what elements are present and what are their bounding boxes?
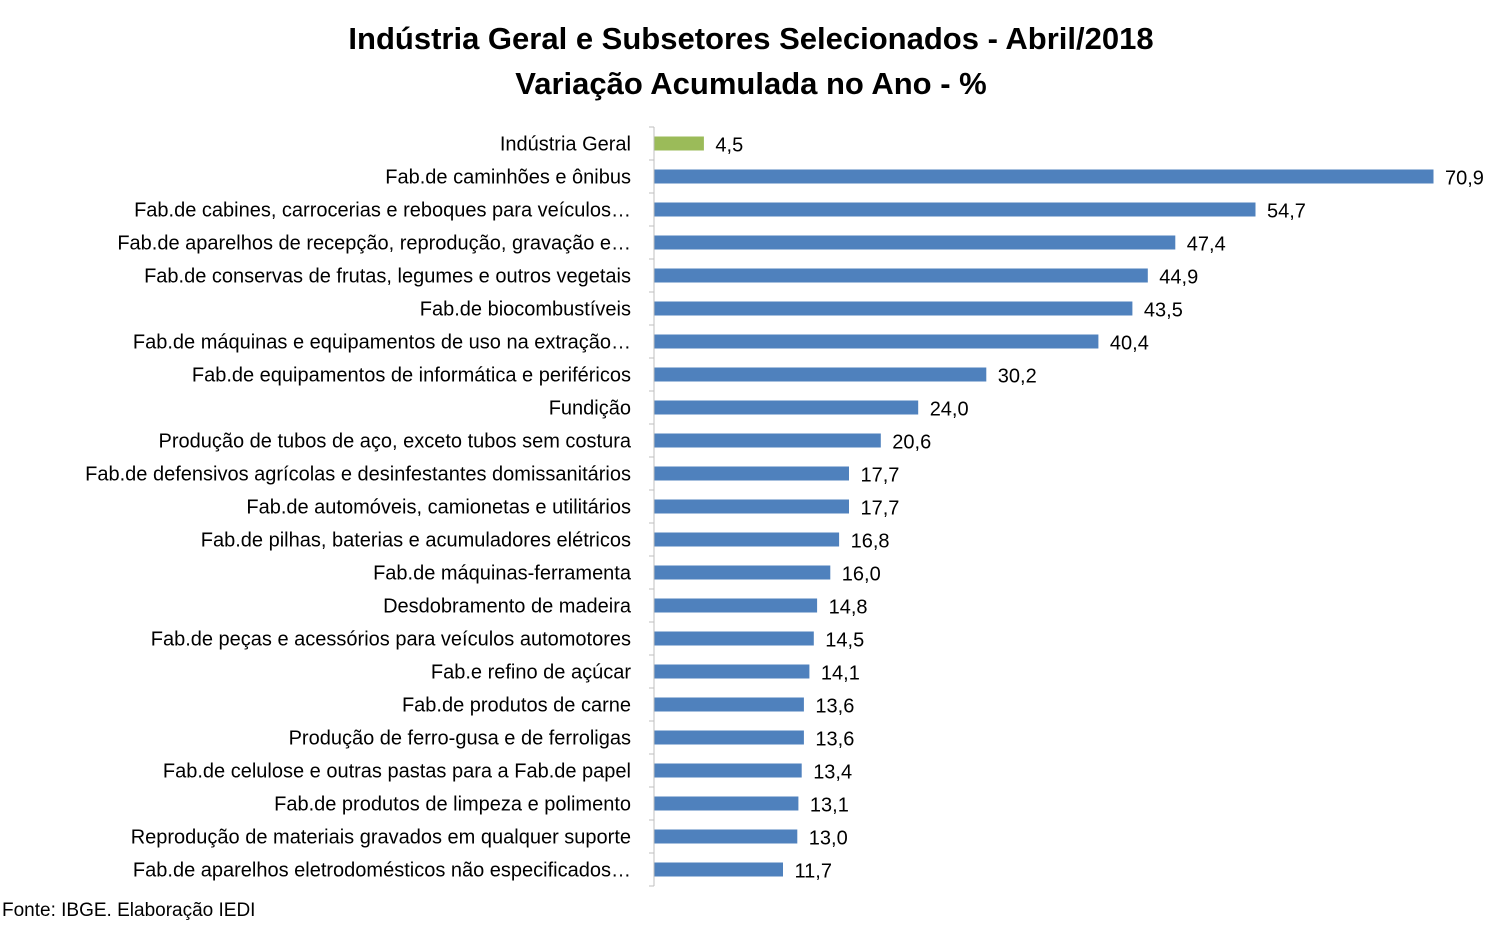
bar bbox=[654, 235, 1176, 250]
bar bbox=[654, 664, 810, 679]
source-note: Fonte: IBGE. Elaboração IEDI bbox=[2, 900, 256, 921]
bar bbox=[654, 631, 814, 646]
bar bbox=[654, 862, 783, 877]
category-label: Fab.de cabines, carrocerias e reboques p… bbox=[134, 200, 631, 222]
data-label: 54,7 bbox=[1267, 201, 1306, 223]
data-label: 16,8 bbox=[851, 531, 890, 553]
bar bbox=[654, 598, 818, 613]
category-label: Indústria Geral bbox=[500, 134, 631, 156]
data-label: 43,5 bbox=[1144, 300, 1183, 322]
bar bbox=[654, 730, 804, 745]
bar bbox=[654, 565, 831, 580]
chart-subtitle: Variação Acumulada no Ano - % bbox=[515, 66, 987, 101]
category-label: Fab.de máquinas-ferramenta bbox=[373, 563, 632, 585]
data-label: 14,1 bbox=[821, 663, 860, 685]
bar bbox=[654, 169, 1434, 184]
bar bbox=[654, 367, 987, 382]
category-label: Fab.de caminhões e ônibus bbox=[385, 167, 631, 189]
category-label: Fab.de produtos de limpeza e polimento bbox=[274, 794, 631, 816]
data-label: 17,7 bbox=[861, 498, 900, 520]
data-label: 17,7 bbox=[861, 465, 900, 487]
bar bbox=[654, 532, 840, 547]
bar-highlight bbox=[654, 136, 704, 151]
chart-title: Indústria Geral e Subsetores Selecionado… bbox=[348, 21, 1154, 56]
data-label: 24,0 bbox=[930, 399, 969, 421]
data-label: 13,0 bbox=[809, 828, 848, 850]
data-label: 4,5 bbox=[715, 135, 743, 157]
category-label: Fab.de equipamentos de informática e per… bbox=[192, 365, 631, 387]
category-label: Fab.de defensivos agrícolas e desinfesta… bbox=[85, 464, 631, 486]
category-label: Produção de tubos de aço, exceto tubos s… bbox=[158, 431, 631, 453]
bar bbox=[654, 433, 881, 448]
bar bbox=[654, 466, 849, 481]
category-label: Fab.de conservas de frutas, legumes e ou… bbox=[144, 266, 631, 288]
category-label: Fab.de aparelhos de recepção, reprodução… bbox=[117, 233, 631, 255]
bar bbox=[654, 334, 1099, 349]
category-label: Fab.de pilhas, baterias e acumuladores e… bbox=[201, 530, 631, 552]
bar bbox=[654, 697, 804, 712]
category-label: Fab.e refino de açúcar bbox=[431, 662, 631, 684]
data-label: 16,0 bbox=[842, 564, 881, 586]
data-label: 44,9 bbox=[1159, 267, 1198, 289]
category-label: Fab.de celulose e outras pastas para a F… bbox=[163, 761, 631, 783]
bar bbox=[654, 829, 798, 844]
category-label: Fab.de peças e acessórios para veículos … bbox=[151, 629, 631, 651]
bar bbox=[654, 400, 919, 415]
data-label: 11,7 bbox=[795, 861, 832, 883]
category-label: Desdobramento de madeira bbox=[383, 596, 632, 618]
category-label: Fab.de produtos de carne bbox=[402, 695, 631, 717]
category-label: Fab.de máquinas e equipamentos de uso na… bbox=[133, 332, 631, 354]
data-label: 47,4 bbox=[1187, 234, 1226, 256]
data-label: 13,4 bbox=[813, 762, 852, 784]
data-label: 30,2 bbox=[998, 366, 1037, 388]
category-label: Fab.de biocombustíveis bbox=[420, 299, 631, 321]
bar bbox=[654, 301, 1133, 316]
bar bbox=[654, 268, 1148, 283]
data-label: 13,1 bbox=[810, 795, 849, 817]
data-label: 40,4 bbox=[1110, 333, 1149, 355]
data-label: 13,6 bbox=[815, 696, 854, 718]
bar bbox=[654, 202, 1256, 217]
category-label: Fab.de aparelhos eletrodomésticos não es… bbox=[133, 860, 631, 882]
bar bbox=[654, 499, 849, 514]
bar bbox=[654, 796, 799, 811]
category-label: Fab.de automóveis, camionetas e utilitár… bbox=[246, 497, 631, 519]
category-label: Reprodução de materiais gravados em qual… bbox=[131, 827, 631, 849]
data-label: 14,8 bbox=[829, 597, 868, 619]
category-label: Produção de ferro-gusa e de ferroligas bbox=[289, 728, 631, 750]
data-label: 14,5 bbox=[825, 630, 864, 652]
data-label: 70,9 bbox=[1445, 168, 1484, 190]
data-label: 13,6 bbox=[815, 729, 854, 751]
bar bbox=[654, 763, 802, 778]
category-label: Fundição bbox=[549, 398, 631, 420]
data-label: 20,6 bbox=[892, 432, 931, 454]
